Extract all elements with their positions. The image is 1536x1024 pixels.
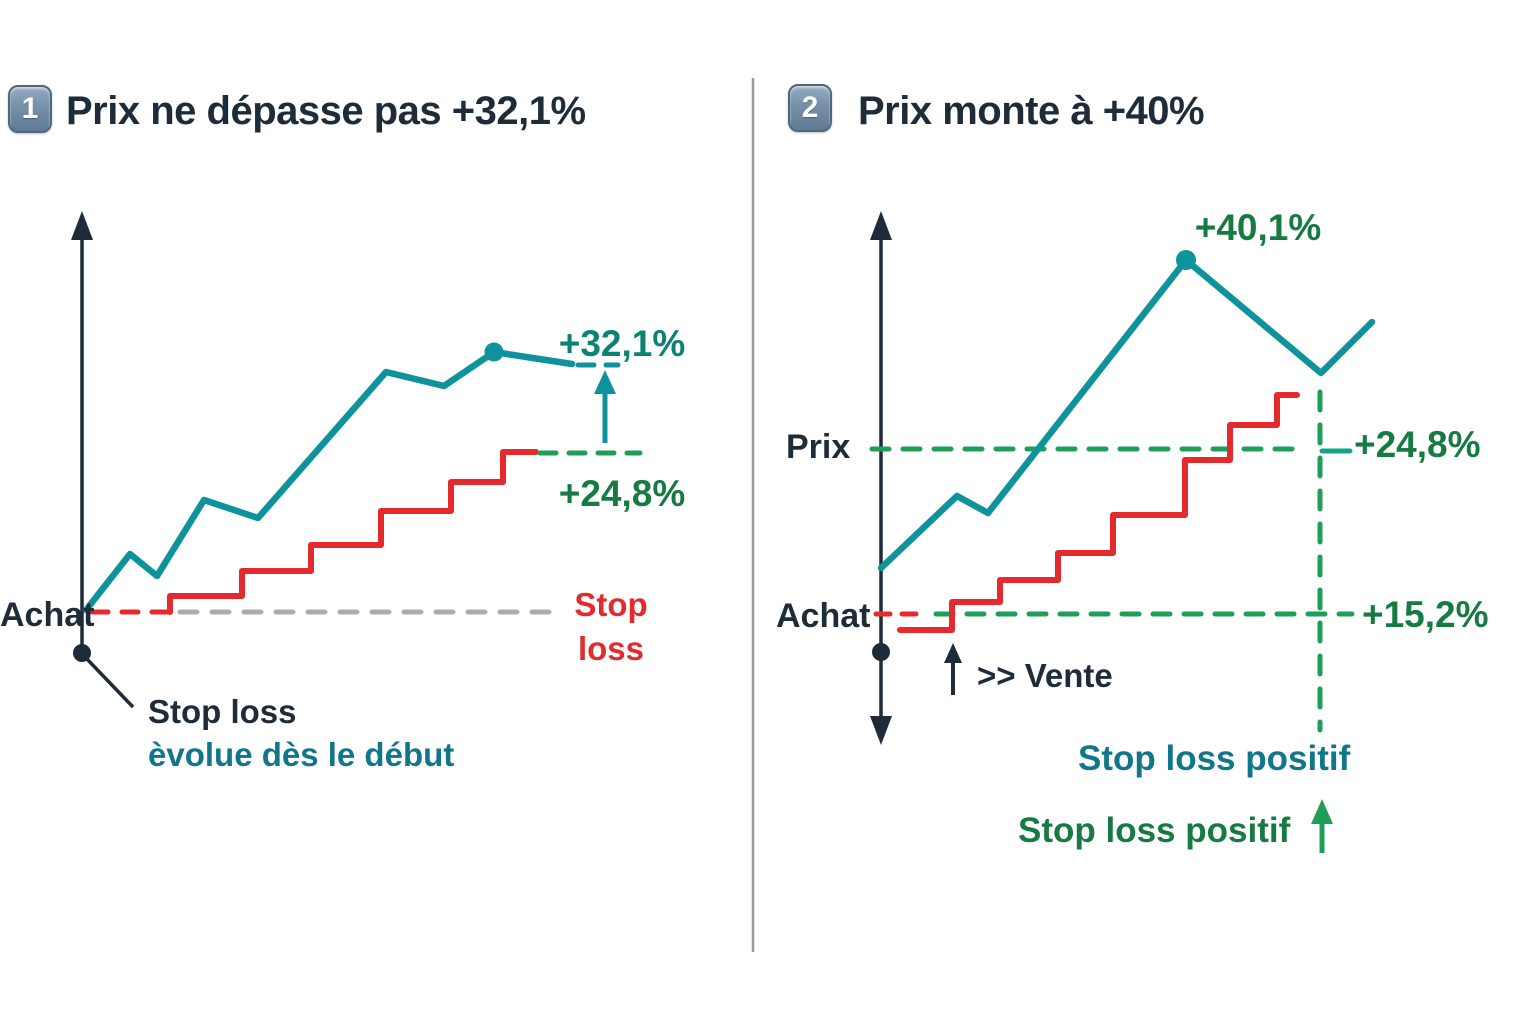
right-stop-loss-positif-teal: Stop loss positif (1078, 739, 1351, 778)
loss-word: loss (577, 629, 645, 667)
right-axis-up-arrow-icon (870, 211, 892, 240)
left-price-line (82, 348, 576, 614)
positif-up-arrow-icon (1311, 799, 1333, 824)
right-axis-down-arrow-icon (870, 716, 892, 745)
left-peak-value: +32,1% (558, 323, 686, 364)
left-note-teal: èvolue dès le début (148, 736, 455, 773)
panel2-badge: 2 (788, 84, 832, 132)
panel1-title: Prix ne dépasse pas +32,1% (66, 89, 586, 133)
gap-up-arrow-icon (594, 370, 616, 394)
left-stop-loss-label: Stop loss (574, 583, 647, 670)
panel2-title: Prix monte à +40% (858, 89, 1205, 133)
stop-loss-leader-line (84, 656, 135, 709)
vente-up-arrow-icon (944, 643, 962, 663)
right-level-high-value: +24,8% (1354, 424, 1481, 465)
right-vente-label: >> Vente (977, 657, 1113, 694)
left-stop-loss-stairs (167, 449, 539, 615)
panel1-badge: 1 (8, 85, 52, 133)
left-chart (71, 211, 643, 709)
right-origin-dot (872, 643, 890, 661)
right-price-peak-dot (1176, 250, 1196, 270)
left-axis-up-arrow-icon (71, 211, 93, 240)
right-chart (869, 211, 1376, 853)
left-note-dark: Stop loss (148, 693, 297, 730)
stop-word: Stop (574, 586, 648, 623)
right-price-line (877, 256, 1376, 572)
right-achat-label: Achat (776, 597, 871, 635)
right-peak-value: +40,1% (1194, 207, 1322, 248)
right-prix-label: Prix (786, 428, 851, 466)
right-level-low-value: +15,2% (1362, 594, 1489, 635)
left-price-peak-dot (484, 342, 504, 362)
left-origin-dot (73, 644, 91, 662)
left-trailing-value: +24,8% (558, 473, 686, 514)
right-stop-loss-positif-green: Stop loss positif (1018, 811, 1291, 850)
left-achat-label: Achat (0, 596, 95, 634)
right-stop-loss-stairs (897, 392, 1300, 633)
